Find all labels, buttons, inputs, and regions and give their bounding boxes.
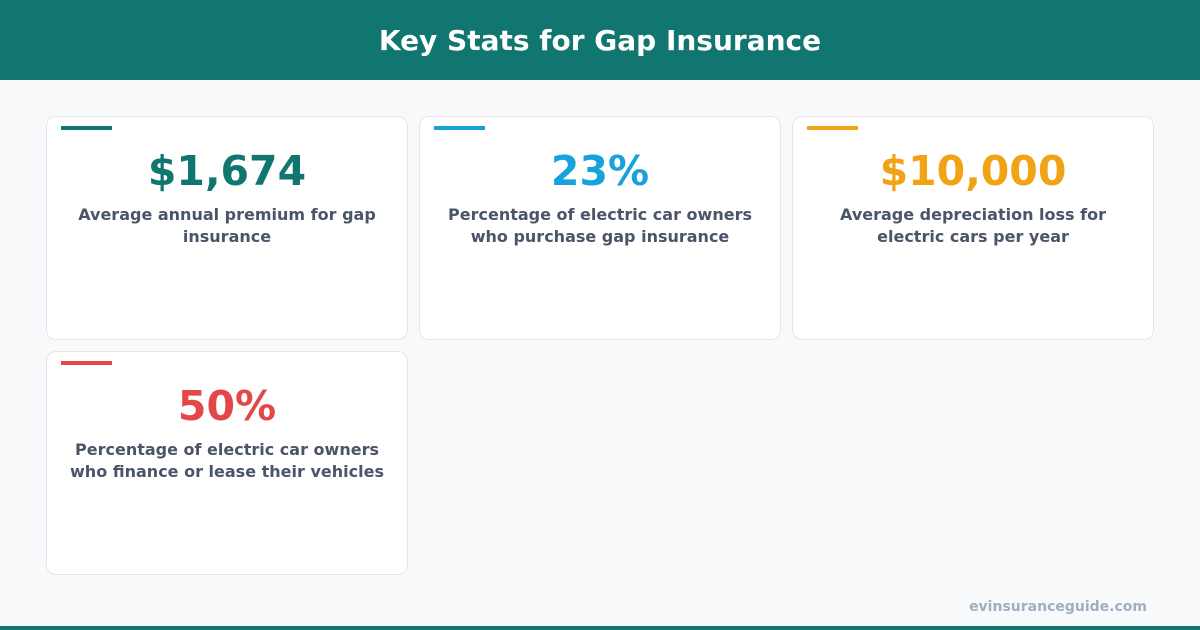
bottom-bar: [0, 626, 1200, 630]
stat-card: 23% Percentage of electric car owners who…: [419, 116, 781, 340]
footer-site: evinsuranceguide.com: [969, 599, 1147, 615]
stat-card: $10,000 Average depreciation loss for ele…: [792, 116, 1154, 340]
stat-value: $1,674: [147, 147, 307, 195]
accent-bar: [434, 126, 485, 130]
stat-value: 50%: [177, 382, 277, 430]
accent-bar: [61, 126, 112, 130]
stat-value: 23%: [550, 147, 650, 195]
header-title: Key Stats for Gap Insurance: [378, 23, 822, 57]
stat-label: Percentage of electric car owners who fi…: [70, 440, 384, 481]
accent-bar: [61, 361, 112, 365]
stat-label: Average annual premium for gap insurance: [78, 205, 376, 246]
stat-label: Average depreciation loss for electric c…: [840, 205, 1106, 246]
stat-label: Percentage of electric car owners who pu…: [448, 205, 752, 246]
stat-value: $10,000: [879, 147, 1067, 195]
header: Key Stats for Gap Insurance: [0, 0, 1200, 80]
stat-card: $1,674 Average annual premium for gap ins…: [46, 116, 408, 340]
stat-card: 50% Percentage of electric car owners who…: [46, 351, 408, 575]
accent-bar: [807, 126, 858, 130]
